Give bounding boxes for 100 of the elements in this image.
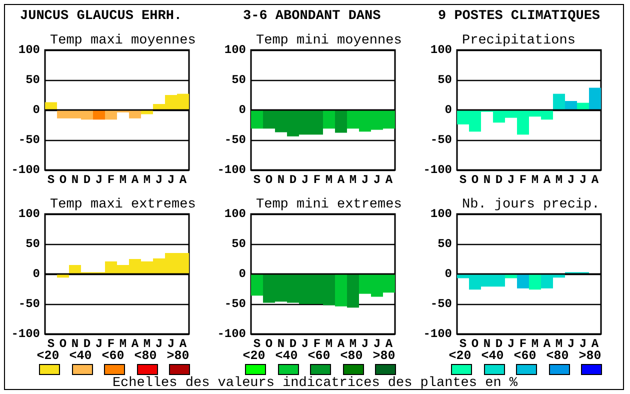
x-tick-label: M	[119, 173, 127, 187]
x-tick-label: J	[301, 337, 309, 351]
x-tick-label: F	[519, 337, 527, 351]
category-label: <40	[481, 349, 504, 363]
x-tick-label: J	[155, 337, 163, 351]
x-tick-label: A	[543, 173, 552, 187]
x-tick-label: O	[471, 173, 479, 187]
x-tick-label: J	[167, 337, 175, 351]
y-tick-label: 100	[18, 207, 40, 221]
x-tick-label: S	[47, 337, 55, 351]
x-tick-label: J	[373, 173, 381, 187]
y-tick-label: 100	[224, 43, 246, 57]
y-tick-label: -100	[423, 327, 452, 341]
text: Echelles des valeurs indicatrices des plantes en %	[111, 376, 519, 391]
x-tick-label: J	[361, 173, 369, 187]
y-tick-label: 0	[32, 267, 40, 281]
x-tick-label: A	[591, 337, 600, 351]
chart-title: Precipitations	[462, 34, 576, 48]
x-tick-label: O	[59, 337, 67, 351]
x-tick-label: D	[495, 173, 503, 187]
x-tick-label: A	[131, 337, 140, 351]
x-tick-label: M	[555, 337, 563, 351]
y-tick-label: 50	[26, 73, 40, 87]
category-label: <80	[339, 349, 364, 363]
y-tick-label: -50	[430, 297, 452, 311]
y-tick-label: -100	[11, 163, 40, 177]
x-tick-label: F	[107, 173, 115, 187]
category-label: <80	[545, 349, 570, 363]
x-tick-label: M	[119, 337, 127, 351]
x-tick-label: N	[277, 337, 285, 351]
y-tick-label: 50	[232, 237, 246, 251]
x-tick-label: N	[71, 173, 79, 187]
y-tick-label: 0	[444, 103, 452, 117]
x-tick-label: D	[289, 337, 297, 351]
x-tick-label: J	[507, 173, 515, 187]
y-tick-label: -50	[224, 297, 246, 311]
chart-title: Temp mini moyennes	[256, 34, 402, 48]
x-tick-label: N	[483, 173, 491, 187]
x-tick-label: F	[519, 173, 527, 187]
y-tick-label: -50	[18, 297, 40, 311]
category-label: <20	[448, 349, 472, 363]
x-tick-label: J	[567, 337, 575, 351]
x-tick-label: S	[459, 173, 467, 187]
text: 9 POSTES CLIMATIQUES	[438, 9, 600, 24]
y-tick-label: -50	[18, 133, 40, 147]
x-tick-label: J	[167, 173, 175, 187]
x-tick-label: A	[179, 173, 188, 187]
x-tick-label: D	[289, 173, 297, 187]
x-tick-label: D	[495, 337, 503, 351]
y-tick-label: 100	[224, 207, 246, 221]
x-tick-label: D	[83, 337, 91, 351]
category-label: <20	[36, 349, 60, 363]
x-tick-label: D	[83, 173, 91, 187]
x-tick-label: A	[131, 173, 140, 187]
y-tick-label: 100	[18, 43, 40, 57]
y-tick-label: 50	[232, 73, 246, 87]
x-tick-label: S	[253, 173, 261, 187]
x-tick-label: A	[385, 173, 394, 187]
text: JUNCUS GLAUCUS EHRH.	[20, 9, 182, 24]
category-label: >80	[578, 349, 602, 363]
x-tick-label: J	[301, 173, 309, 187]
y-tick-label: 50	[438, 237, 452, 251]
y-tick-label: 0	[32, 103, 40, 117]
y-tick-label: 50	[26, 237, 40, 251]
y-tick-label: -100	[217, 163, 246, 177]
x-tick-label: S	[253, 337, 261, 351]
chart-title: Temp maxi extremes	[50, 198, 196, 212]
category-label: <60	[306, 349, 332, 363]
x-tick-label: J	[95, 173, 103, 187]
x-tick-label: M	[325, 173, 333, 187]
y-tick-label: 50	[438, 73, 452, 87]
category-label: <60	[100, 349, 126, 363]
text: 3-6 ABONDANT DANS	[243, 9, 381, 24]
category-label: >80	[372, 349, 396, 363]
category-label: <80	[133, 349, 158, 363]
x-tick-label: O	[471, 337, 479, 351]
x-tick-label: M	[325, 337, 333, 351]
x-tick-label: J	[507, 337, 515, 351]
x-tick-label: A	[337, 173, 346, 187]
x-tick-label: F	[313, 337, 321, 351]
category-label: <20	[242, 349, 266, 363]
x-tick-label: J	[155, 173, 163, 187]
y-tick-label: -50	[430, 133, 452, 147]
x-tick-label: M	[143, 337, 151, 351]
x-tick-label: O	[59, 173, 67, 187]
chart-title: Temp mini extremes	[256, 198, 402, 212]
x-tick-label: J	[373, 337, 381, 351]
x-tick-label: O	[265, 337, 273, 351]
x-tick-label: A	[385, 337, 394, 351]
x-tick-label: M	[531, 337, 539, 351]
x-tick-label: J	[361, 337, 369, 351]
x-tick-label: N	[71, 337, 79, 351]
x-tick-label: M	[555, 173, 563, 187]
category-label: <40	[69, 349, 92, 363]
x-tick-label: J	[567, 173, 575, 187]
category-label: >80	[166, 349, 190, 363]
x-tick-label: J	[95, 337, 103, 351]
y-tick-label: 100	[430, 207, 452, 221]
y-tick-label: 0	[238, 103, 246, 117]
x-tick-label: A	[179, 337, 188, 351]
